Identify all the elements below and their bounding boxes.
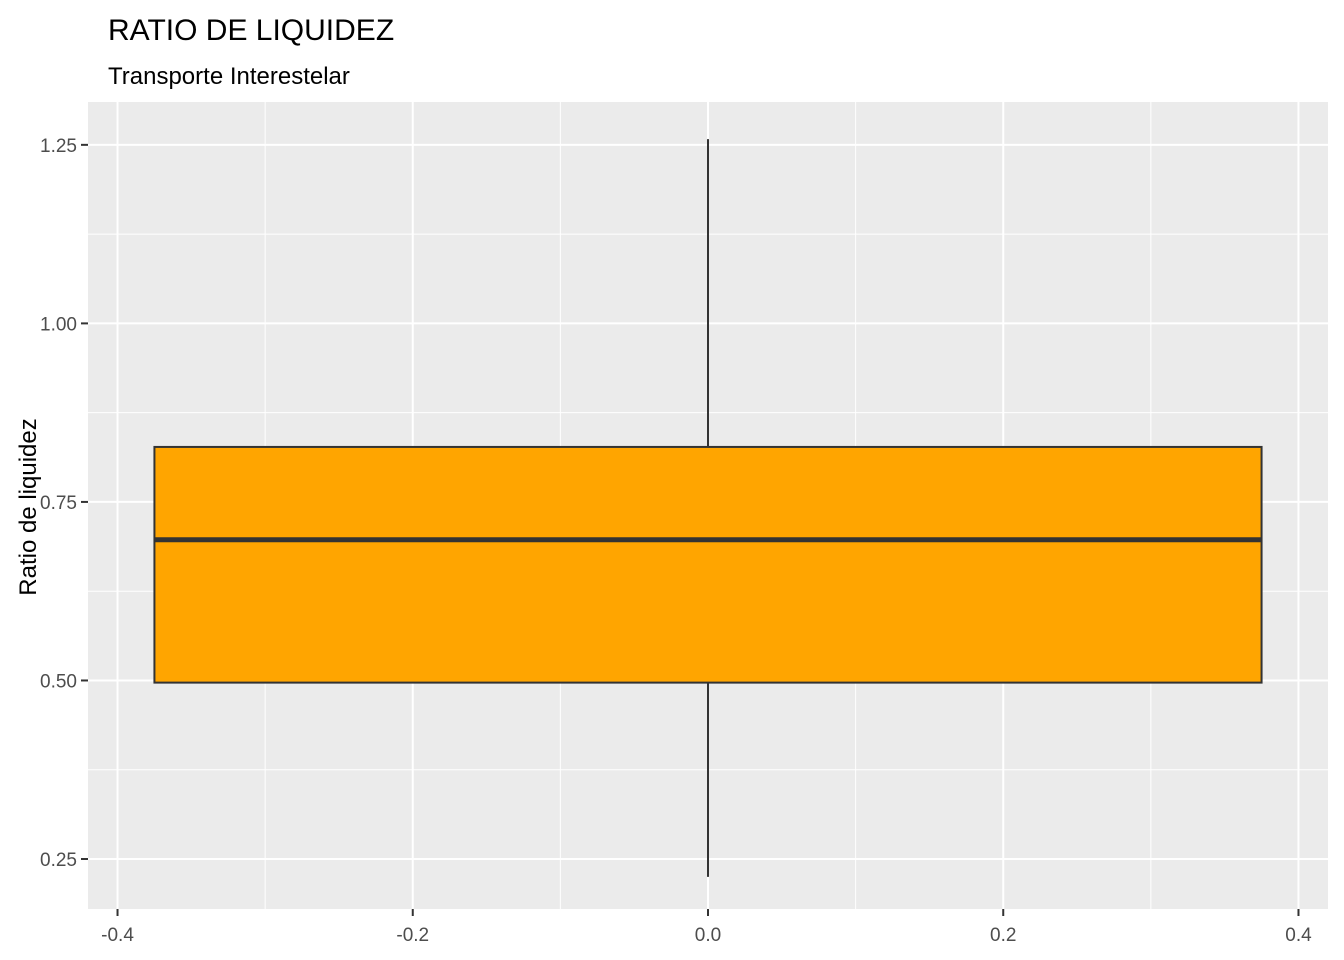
- y-tick-label: 0.25: [40, 850, 77, 871]
- y-tick-label: 1.25: [40, 136, 77, 157]
- x-tick-label: -0.4: [101, 925, 134, 946]
- x-tick-label: 0.4: [1285, 925, 1312, 946]
- x-axis: -0.4 -0.2 0.0 0.2 0.4: [101, 909, 1312, 946]
- y-axis-title: Ratio de liquidez: [15, 418, 42, 595]
- interquartile-box: [153, 445, 1263, 684]
- chart-subtitle: Transporte Interestelar: [108, 63, 350, 90]
- chart-title: RATIO DE LIQUIDEZ: [108, 14, 394, 47]
- y-tick-label: 0.75: [40, 493, 77, 514]
- y-axis: 0.25 0.50 0.75 1.00 1.25: [40, 136, 88, 871]
- y-tick-label: 0.50: [40, 671, 77, 692]
- x-tick-label: 0.2: [990, 925, 1016, 946]
- x-tick-label: -0.2: [396, 925, 429, 946]
- y-tick-label: 1.00: [40, 314, 77, 335]
- x-tick-label: 0.0: [695, 925, 721, 946]
- boxplot: [153, 139, 1263, 877]
